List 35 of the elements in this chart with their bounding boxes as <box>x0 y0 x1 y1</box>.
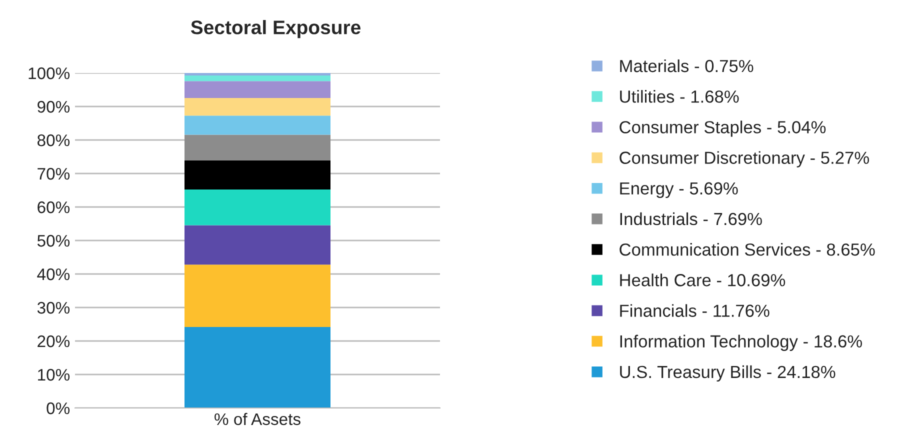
legend-label: Materials - 0.75% <box>620 59 754 72</box>
legend-label: Consumer Staples - 5.04% <box>620 120 826 137</box>
bar <box>184 76 330 82</box>
legend-label: U.S. Treasury Bills - 24.18% <box>620 365 836 382</box>
legend-label: Communication Services - 8.65% <box>620 243 875 256</box>
legend-label: Information Technology - 18.6% <box>620 334 862 351</box>
legend-label: Utilities - 1.68% <box>620 90 739 103</box>
y-tick-label: 20% <box>38 335 70 348</box>
y-tick-label: 50% <box>37 234 70 247</box>
y-tick-label: 10% <box>38 368 70 381</box>
bar <box>184 225 330 265</box>
y-tick-label: 70% <box>38 168 70 180</box>
legend-label: Consumer Discretionary - 5.27% <box>620 151 870 168</box>
y-tick-label: 60% <box>38 201 70 214</box>
y-tick-label: 80% <box>38 134 70 146</box>
legend-label: Health Care - 10.69% <box>620 274 786 286</box>
bar <box>184 160 330 190</box>
bar <box>184 189 330 226</box>
bar <box>184 73 330 76</box>
y-tick-label: 40% <box>37 268 70 280</box>
bar <box>184 264 330 327</box>
y-tick-label: 90% <box>38 100 70 113</box>
bar <box>184 326 330 408</box>
y-tick-label: 30% <box>37 302 70 314</box>
legend-label: Financials - 11.76% <box>620 304 770 317</box>
bar <box>184 98 330 116</box>
bar <box>184 81 330 98</box>
chart-title: Sectoral Exposure <box>190 20 360 38</box>
x-tick-label: % of Assets <box>214 412 300 426</box>
legend-label: Energy - 5.69% <box>620 182 738 198</box>
bar <box>184 134 330 160</box>
bar <box>184 116 330 135</box>
legend-label: Industrials - 7.69% <box>620 212 762 226</box>
y-tick-label: 0% <box>46 402 70 414</box>
y-tick-label: 100% <box>28 67 70 80</box>
